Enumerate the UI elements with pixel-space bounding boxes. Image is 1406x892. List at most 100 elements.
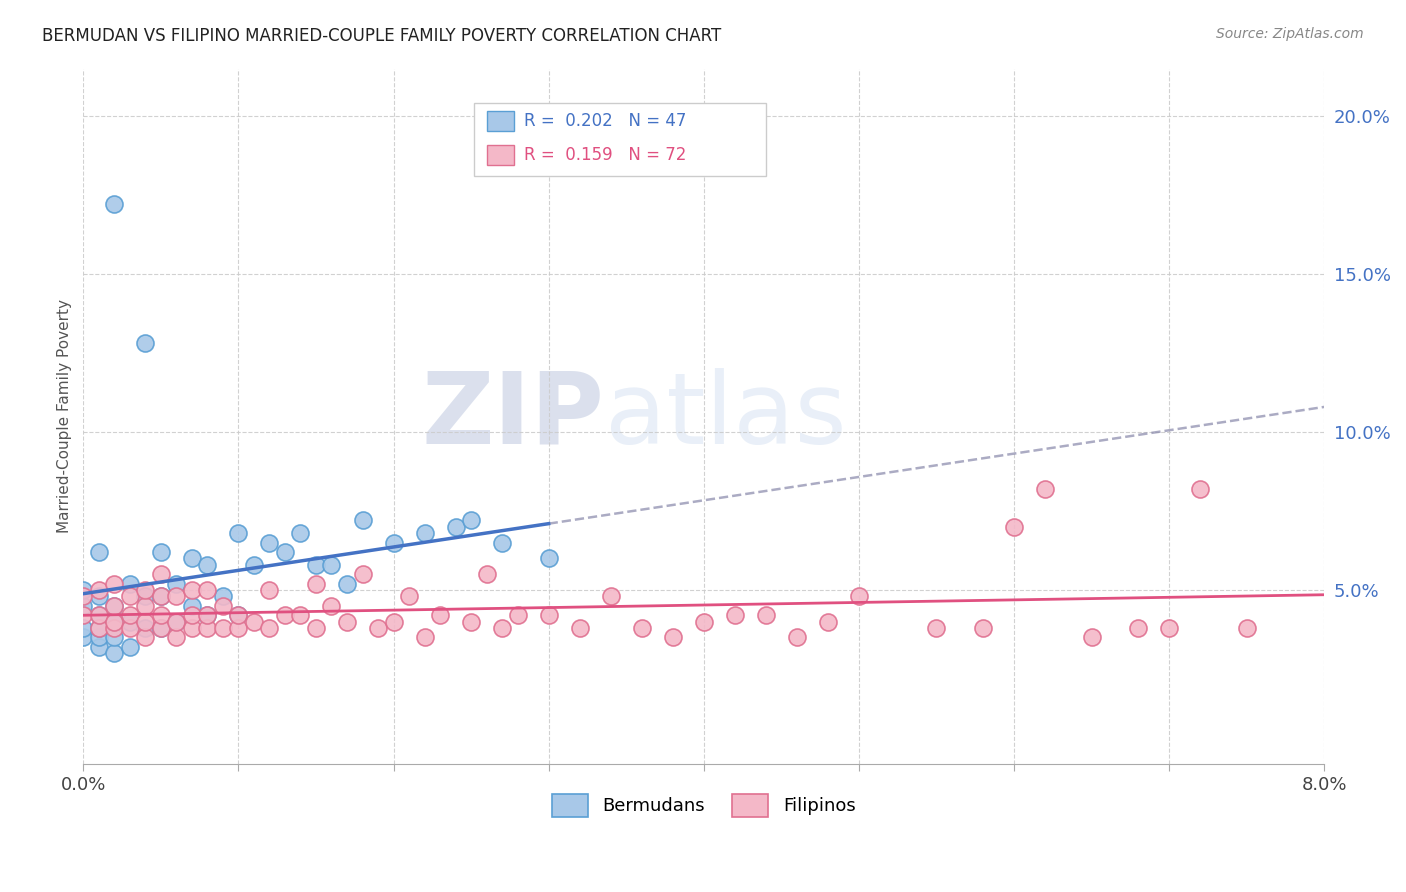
Point bbox=[259, 582, 281, 597]
Point bbox=[165, 576, 187, 591]
Point bbox=[1033, 482, 1056, 496]
Point bbox=[103, 646, 125, 660]
Point bbox=[197, 582, 219, 597]
Point bbox=[1080, 631, 1102, 645]
Point bbox=[413, 526, 436, 541]
Point bbox=[413, 631, 436, 645]
Point bbox=[87, 608, 110, 623]
Point bbox=[274, 608, 297, 623]
Text: Source: ZipAtlas.com: Source: ZipAtlas.com bbox=[1216, 27, 1364, 41]
Point bbox=[149, 621, 172, 635]
Point bbox=[382, 535, 405, 549]
Point bbox=[134, 621, 156, 635]
Point bbox=[367, 621, 389, 635]
Point bbox=[87, 631, 110, 645]
Point bbox=[165, 631, 187, 645]
Point bbox=[149, 608, 172, 623]
Point bbox=[165, 590, 187, 604]
Point bbox=[630, 621, 652, 635]
Point bbox=[1002, 520, 1025, 534]
Point bbox=[321, 599, 343, 613]
Point bbox=[475, 567, 498, 582]
Point bbox=[491, 621, 513, 635]
Point bbox=[925, 621, 948, 635]
Point bbox=[693, 615, 716, 629]
Point bbox=[87, 545, 110, 559]
Point bbox=[305, 558, 328, 572]
Text: atlas: atlas bbox=[605, 368, 846, 465]
Point bbox=[72, 599, 94, 613]
Point bbox=[72, 590, 94, 604]
Point bbox=[212, 621, 235, 635]
Point bbox=[149, 621, 172, 635]
Point bbox=[972, 621, 994, 635]
Point bbox=[786, 631, 808, 645]
Point bbox=[118, 615, 141, 629]
Point bbox=[149, 567, 172, 582]
Point bbox=[599, 590, 621, 604]
Point bbox=[321, 558, 343, 572]
Point bbox=[259, 621, 281, 635]
Point bbox=[149, 590, 172, 604]
Point bbox=[228, 608, 250, 623]
Point bbox=[460, 615, 482, 629]
FancyBboxPatch shape bbox=[486, 145, 515, 165]
Point bbox=[1189, 482, 1212, 496]
Point bbox=[568, 621, 591, 635]
Point bbox=[87, 590, 110, 604]
Point bbox=[72, 631, 94, 645]
Point bbox=[197, 621, 219, 635]
Point bbox=[274, 545, 297, 559]
Point bbox=[149, 545, 172, 559]
Point bbox=[259, 535, 281, 549]
Point bbox=[336, 615, 359, 629]
Point bbox=[290, 608, 312, 623]
Point bbox=[134, 336, 156, 351]
FancyBboxPatch shape bbox=[486, 112, 515, 131]
Point bbox=[228, 608, 250, 623]
Point bbox=[134, 599, 156, 613]
Point bbox=[398, 590, 420, 604]
Point bbox=[165, 615, 187, 629]
Point bbox=[134, 631, 156, 645]
Point bbox=[290, 526, 312, 541]
Point bbox=[724, 608, 747, 623]
Point bbox=[87, 640, 110, 654]
Point bbox=[134, 582, 156, 597]
Point bbox=[460, 513, 482, 527]
Point bbox=[429, 608, 451, 623]
Point bbox=[87, 621, 110, 635]
Point bbox=[243, 558, 266, 572]
Point bbox=[444, 520, 467, 534]
Point bbox=[1126, 621, 1149, 635]
Point bbox=[72, 582, 94, 597]
Point bbox=[87, 608, 110, 623]
Point bbox=[537, 551, 560, 566]
Point bbox=[103, 631, 125, 645]
Point bbox=[103, 197, 125, 211]
Point bbox=[305, 576, 328, 591]
Point bbox=[165, 615, 187, 629]
Point bbox=[180, 582, 202, 597]
Point bbox=[228, 526, 250, 541]
Point bbox=[661, 631, 683, 645]
Point bbox=[197, 558, 219, 572]
Text: R =  0.202   N = 47: R = 0.202 N = 47 bbox=[524, 112, 686, 130]
Point bbox=[382, 615, 405, 629]
Text: R =  0.159   N = 72: R = 0.159 N = 72 bbox=[524, 146, 686, 164]
Point bbox=[180, 608, 202, 623]
Point bbox=[243, 615, 266, 629]
Point bbox=[352, 567, 374, 582]
Point bbox=[352, 513, 374, 527]
Point bbox=[134, 590, 156, 604]
Point bbox=[103, 599, 125, 613]
Point bbox=[149, 590, 172, 604]
Point bbox=[118, 590, 141, 604]
Point bbox=[103, 615, 125, 629]
Point bbox=[103, 621, 125, 635]
Text: ZIP: ZIP bbox=[422, 368, 605, 465]
Legend: Bermudans, Filipinos: Bermudans, Filipinos bbox=[544, 787, 863, 824]
Point bbox=[180, 599, 202, 613]
Point bbox=[848, 590, 870, 604]
Point bbox=[755, 608, 778, 623]
